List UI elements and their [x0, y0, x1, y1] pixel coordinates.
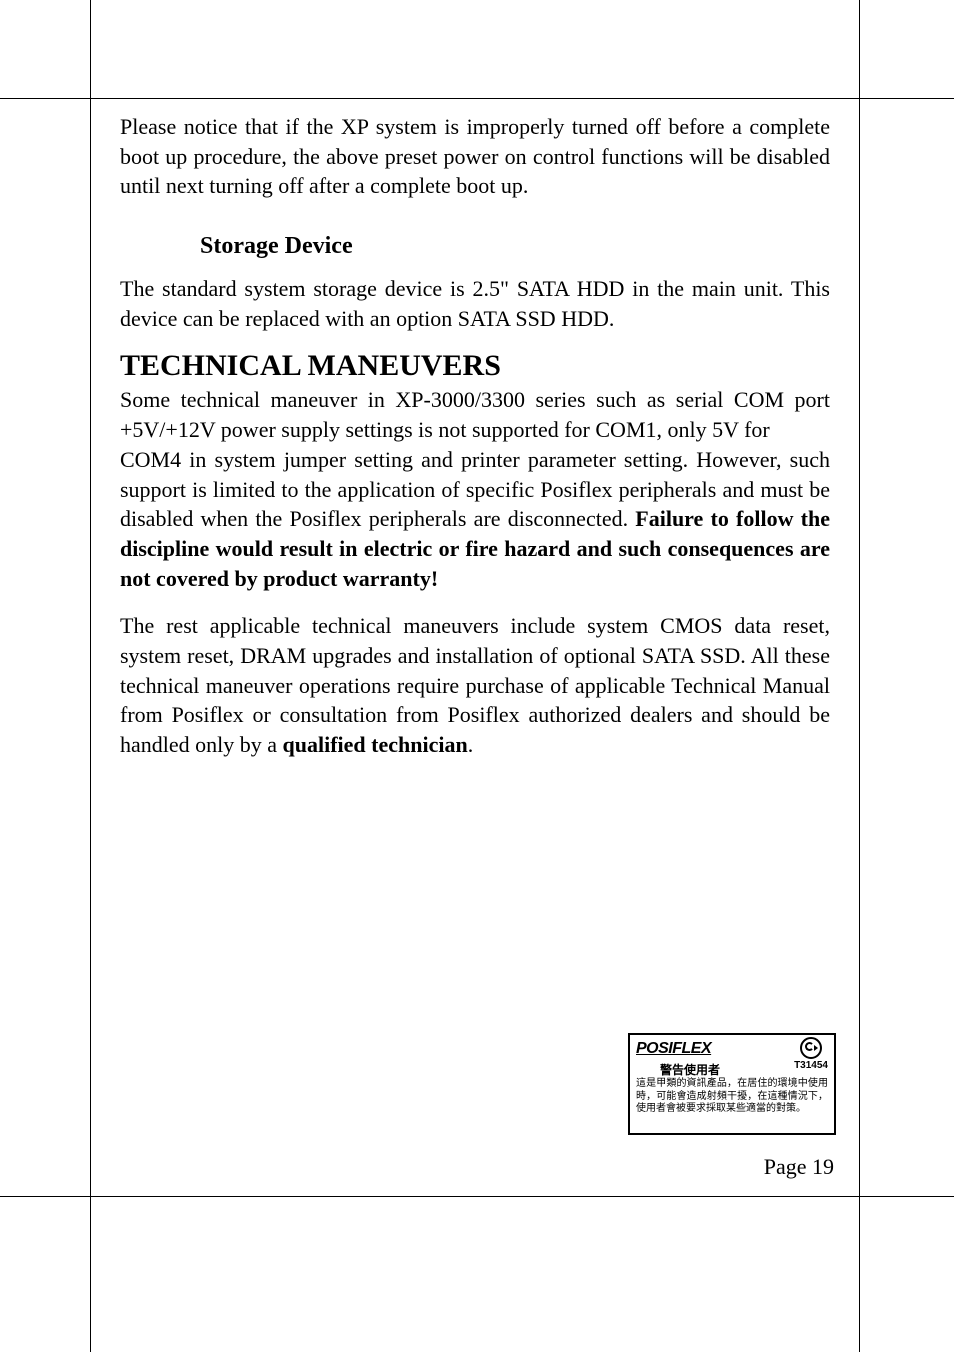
posiflex-logo: POSIFLEX	[636, 1039, 711, 1059]
storage-paragraph: The standard system storage device is 2.…	[120, 274, 830, 333]
compliance-body: 這是甲類的資訊產品，在居住的環境中使用時，可能會造成射頻干擾，在這種情況下，使用…	[636, 1078, 828, 1116]
storage-heading: Storage Device	[200, 233, 830, 260]
tech-paragraph-1b: COM4 in system jumper setting and printe…	[120, 445, 830, 593]
cert-number: T31454	[794, 1060, 828, 1073]
tech-paragraph-1a: Some technical maneuver in XP-3000/3300 …	[120, 385, 830, 444]
bottom-rule	[0, 1196, 954, 1197]
content-area: Please notice that if the XP system is i…	[120, 112, 830, 778]
tech-p2-text: The rest applicable technical maneuvers …	[120, 613, 830, 757]
recycle-mark: T31454	[794, 1037, 828, 1073]
tech-p2-end: .	[468, 732, 474, 757]
intro-paragraph: Please notice that if the XP system is i…	[120, 112, 830, 201]
recycle-icon	[800, 1037, 822, 1059]
top-rule	[0, 98, 954, 99]
qualified-technician-bold: qualified technician	[283, 732, 468, 757]
compliance-box: POSIFLEX T31454 警告使用者 這是甲類的資訊產品，在居住的環境中使…	[628, 1033, 836, 1135]
compliance-header: POSIFLEX T31454	[636, 1039, 828, 1065]
page-number: Page 19	[764, 1154, 834, 1180]
tech-paragraph-2: The rest applicable technical maneuvers …	[120, 611, 830, 759]
technical-heading: TECHNICAL MANEUVERS	[120, 349, 830, 383]
